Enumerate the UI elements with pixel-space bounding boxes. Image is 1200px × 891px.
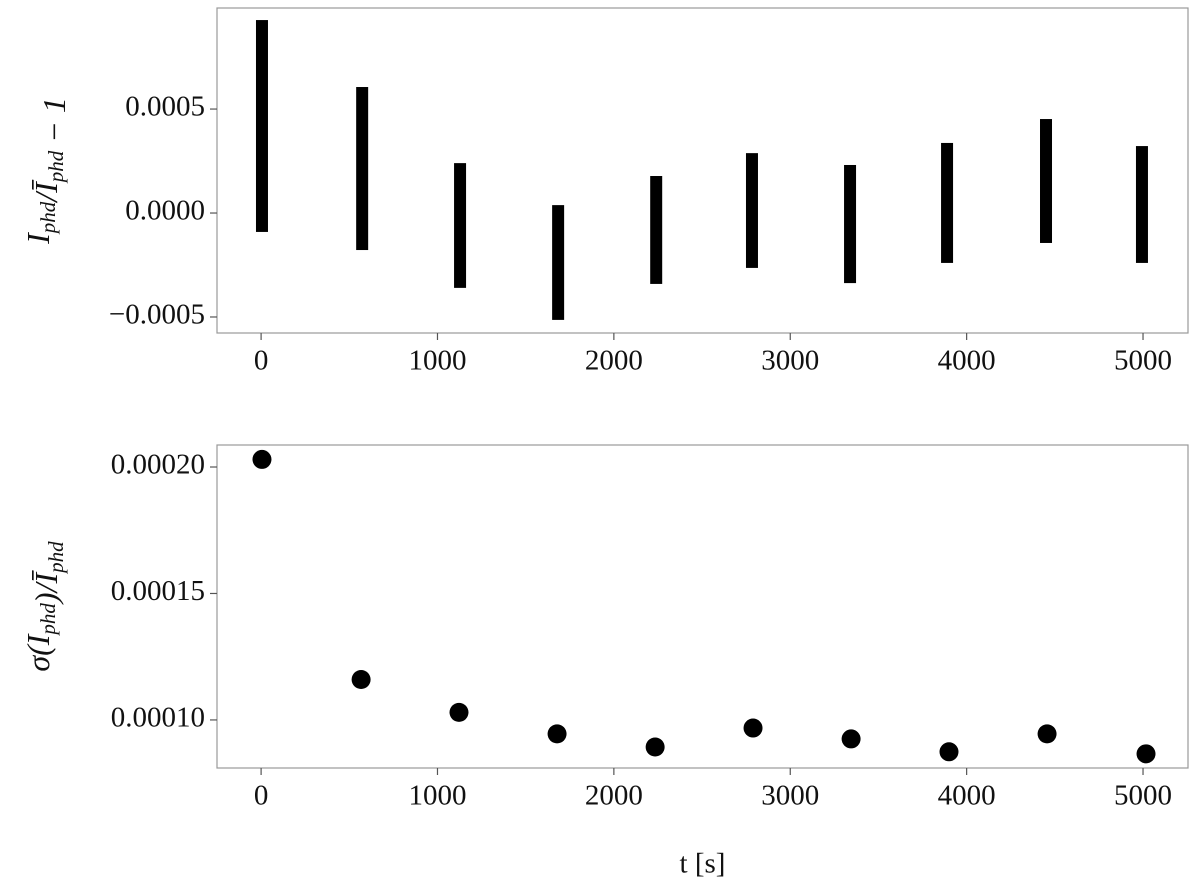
data-strip (941, 142, 954, 263)
x-tick-label: 3000 (761, 345, 819, 377)
x-tick-label: 1000 (408, 780, 466, 812)
y-axis-label: Iphd/Īphd − 1 (20, 97, 72, 245)
data-strip (650, 176, 663, 284)
data-strip (356, 87, 369, 251)
y-tick-label: 0.0005 (125, 91, 205, 123)
y-label-sub: phd (36, 201, 60, 235)
y-label-part: σ(I (20, 633, 56, 671)
data-strip (745, 153, 758, 268)
y-label-part: − 1 (36, 97, 72, 151)
x-tick-label: 5000 (1114, 345, 1172, 377)
data-strip (454, 163, 467, 288)
data-point (449, 702, 469, 722)
x-tick-label: 4000 (938, 345, 996, 377)
y-tick-label: −0.0005 (109, 299, 205, 331)
x-axis-label: t [s] (680, 848, 726, 880)
data-point (1136, 744, 1156, 764)
plot-frame (216, 7, 1189, 334)
data-point (252, 449, 272, 469)
y-tick-label: 0.00020 (111, 449, 205, 481)
y-tick-label: 0.00015 (111, 575, 205, 607)
x-tick-label: 3000 (761, 780, 819, 812)
x-tick-label: 0 (254, 780, 269, 812)
y-label-part: Ī (28, 179, 64, 194)
y-label-part: Ī (28, 570, 64, 585)
plot-frame (216, 444, 1189, 769)
data-point (351, 669, 371, 689)
data-point (939, 742, 959, 762)
x-tick-label: 2000 (585, 780, 643, 812)
y-label-part: / (28, 190, 64, 204)
y-axis-label: σ(Iphd)/Īphd (20, 541, 67, 672)
x-tick-label: 5000 (1114, 780, 1172, 812)
data-strip (552, 205, 565, 320)
data-point (547, 724, 567, 744)
y-tick-label: 0.0000 (125, 195, 205, 227)
y-label-part: )/ (28, 580, 64, 605)
y-label-sub: phd (44, 150, 68, 184)
data-strip (255, 20, 268, 232)
data-point (1037, 724, 1057, 744)
x-tick-label: 0 (254, 345, 269, 377)
data-point (743, 718, 763, 738)
x-tick-label: 1000 (408, 345, 466, 377)
data-point (841, 729, 861, 749)
y-label-sub: phd (44, 541, 68, 575)
y-label-part: I (20, 232, 56, 245)
x-tick-label: 4000 (938, 780, 996, 812)
data-strip (844, 164, 857, 284)
x-tick-label: 2000 (585, 345, 643, 377)
data-strip (1040, 119, 1053, 243)
y-label-sub: phd (36, 603, 60, 637)
data-strip (1135, 146, 1148, 263)
data-point (645, 737, 665, 757)
y-tick-label: 0.00010 (111, 702, 205, 734)
